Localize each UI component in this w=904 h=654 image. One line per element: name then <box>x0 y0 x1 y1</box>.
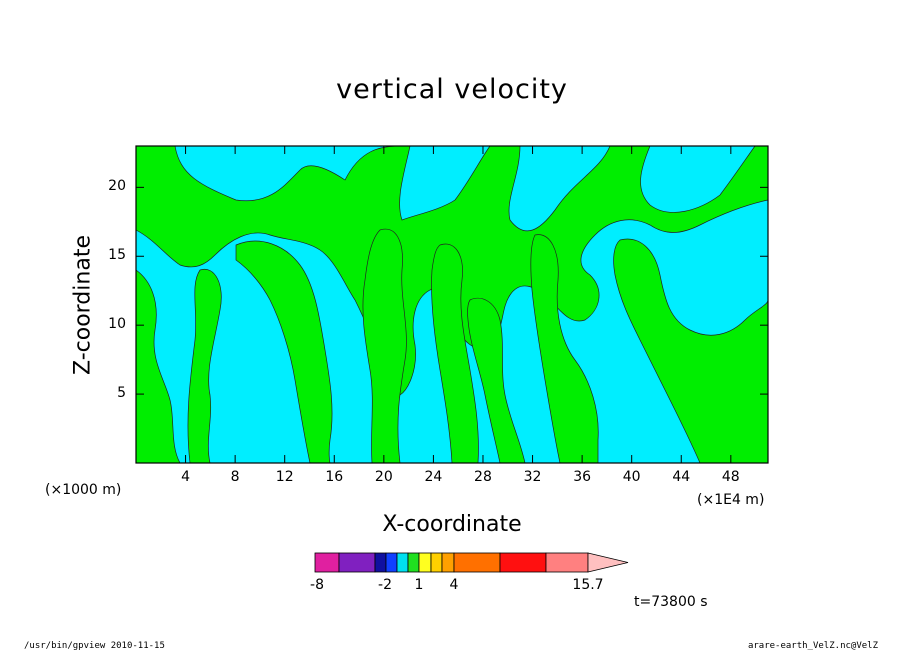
chart-title: vertical velocity <box>336 74 568 105</box>
x-axis-label: X-coordinate <box>382 512 522 537</box>
contour-field <box>135 145 769 464</box>
positive-region-3 <box>187 268 222 464</box>
y-tick-label: 5 <box>117 385 126 402</box>
x-tick-label: 36 <box>573 469 592 485</box>
positive-region-2 <box>135 269 181 464</box>
x-tick-label: 28 <box>474 469 492 485</box>
colorbar-swatch <box>453 552 501 573</box>
colorbar-swatch <box>396 552 409 573</box>
x-tick-label: 32 <box>523 469 542 485</box>
footer-right: arare-earth_VelZ.nc@VelZ <box>747 641 878 651</box>
axis-ticks <box>136 146 768 463</box>
colorbar-arrow <box>587 552 629 573</box>
y-tick-label: 15 <box>108 247 126 264</box>
footer-left: /usr/bin/gpview 2010-11-15 <box>24 641 165 651</box>
colorbar-swatch <box>430 552 443 573</box>
y-tick-label: 20 <box>108 178 126 195</box>
x-axis-unit-left: (×1000 m) <box>45 482 122 498</box>
colorbar <box>314 552 629 573</box>
colorbar-swatch <box>314 552 340 573</box>
colorbar-label: 1 <box>414 577 424 593</box>
x-tick-label: 4 <box>181 469 191 485</box>
y-axis-label: Z-coordinate <box>70 235 96 375</box>
colorbar-swatch <box>407 552 420 573</box>
x-tick-label: 8 <box>230 469 240 485</box>
colorbar-swatch <box>338 552 376 573</box>
x-tick-label: 12 <box>275 469 294 485</box>
colorbar-swatch <box>374 552 387 573</box>
colorbar-swatch <box>499 552 547 573</box>
colorbar-label: -2 <box>378 577 392 593</box>
colorbar-label: -8 <box>310 577 324 593</box>
colorbar-swatch <box>441 552 455 573</box>
positive-region-4 <box>235 240 333 464</box>
x-tick-label: 20 <box>374 469 393 485</box>
x-tick-label: 24 <box>424 469 443 485</box>
y-tick-label: 10 <box>108 316 126 333</box>
colorbar-label: 4 <box>449 577 459 593</box>
x-tick-label: 48 <box>721 469 740 485</box>
colorbar-label: 15.7 <box>572 577 604 593</box>
x-tick-label: 16 <box>325 469 344 485</box>
colorbar-swatch <box>418 552 432 573</box>
positive-region-7 <box>530 234 599 464</box>
x-axis-unit-right: (×1E4 m) <box>697 492 765 508</box>
x-tick-label: 40 <box>622 469 641 485</box>
colorbar-swatch <box>545 552 589 573</box>
x-tick-label: 44 <box>672 469 691 485</box>
plot-frame <box>135 145 769 464</box>
colorbar-swatch <box>385 552 398 573</box>
time-label: t=73800 s <box>634 594 708 610</box>
